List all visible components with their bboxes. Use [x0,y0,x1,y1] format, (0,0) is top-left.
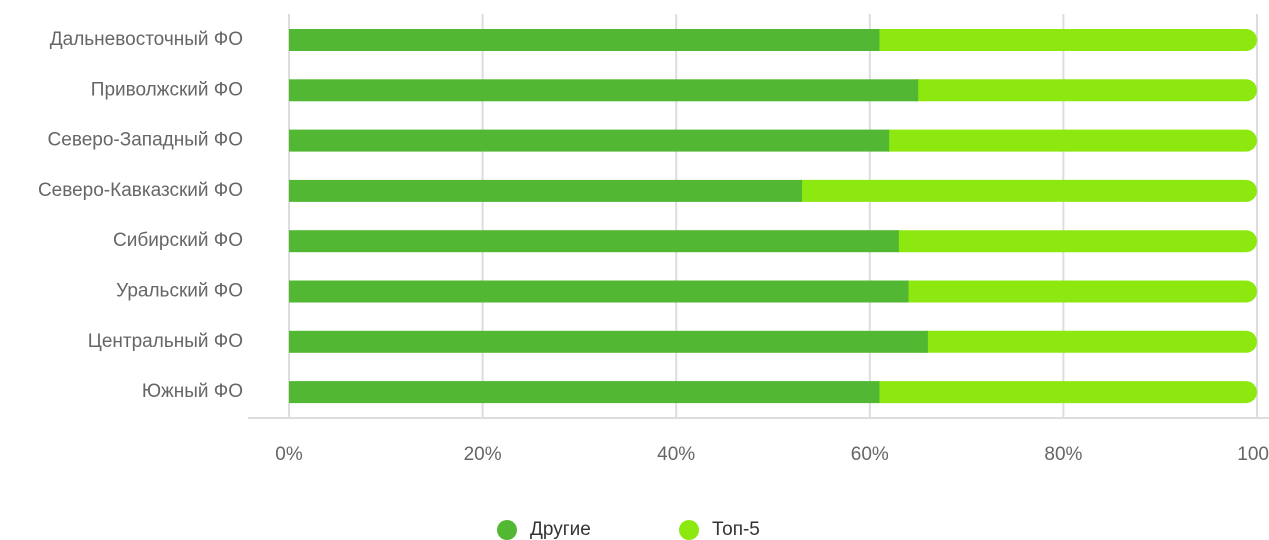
bar-segment [896,280,1257,303]
legend-swatch [679,520,699,540]
y-tick-label: Северо-Западный ФО [48,130,243,151]
y-tick-label: Уральский ФО [116,281,243,302]
y-tick-label: Приволжский ФО [91,79,243,100]
x-tick-label: 20% [464,444,502,465]
legend-label: Топ-5 [712,519,760,540]
bar-segment [289,280,909,303]
bar-segment [289,29,880,51]
y-tick-label: Сибирский ФО [113,230,243,251]
bar-segment [289,129,890,152]
bar-segment [915,330,1257,353]
bar-segment [790,179,1257,202]
y-tick-label: Южный ФО [142,381,243,402]
x-tick-label: 80% [1044,444,1082,465]
bar-segment [877,129,1257,152]
y-tick-label: Северо-Кавказский ФО [38,180,243,201]
legend-swatch [497,520,517,540]
y-tick-label: Дальневосточный ФО [50,29,243,50]
bar-segment [886,230,1257,253]
bar-segment [289,381,880,404]
bar-segment [289,79,919,102]
legend-label: Другие [530,519,591,540]
bar-segment [867,29,1257,51]
x-tick-label: 0% [275,444,303,465]
bar-segment [289,230,899,253]
x-tick-label: 100 [1237,444,1269,465]
bar-segment [289,330,928,353]
x-tick-label: 60% [851,444,889,465]
bar-segment [867,381,1257,404]
bar-segment [289,179,803,202]
x-tick-label: 40% [657,444,695,465]
bar-segment [906,79,1257,102]
y-tick-label: Центральный ФО [88,331,243,352]
